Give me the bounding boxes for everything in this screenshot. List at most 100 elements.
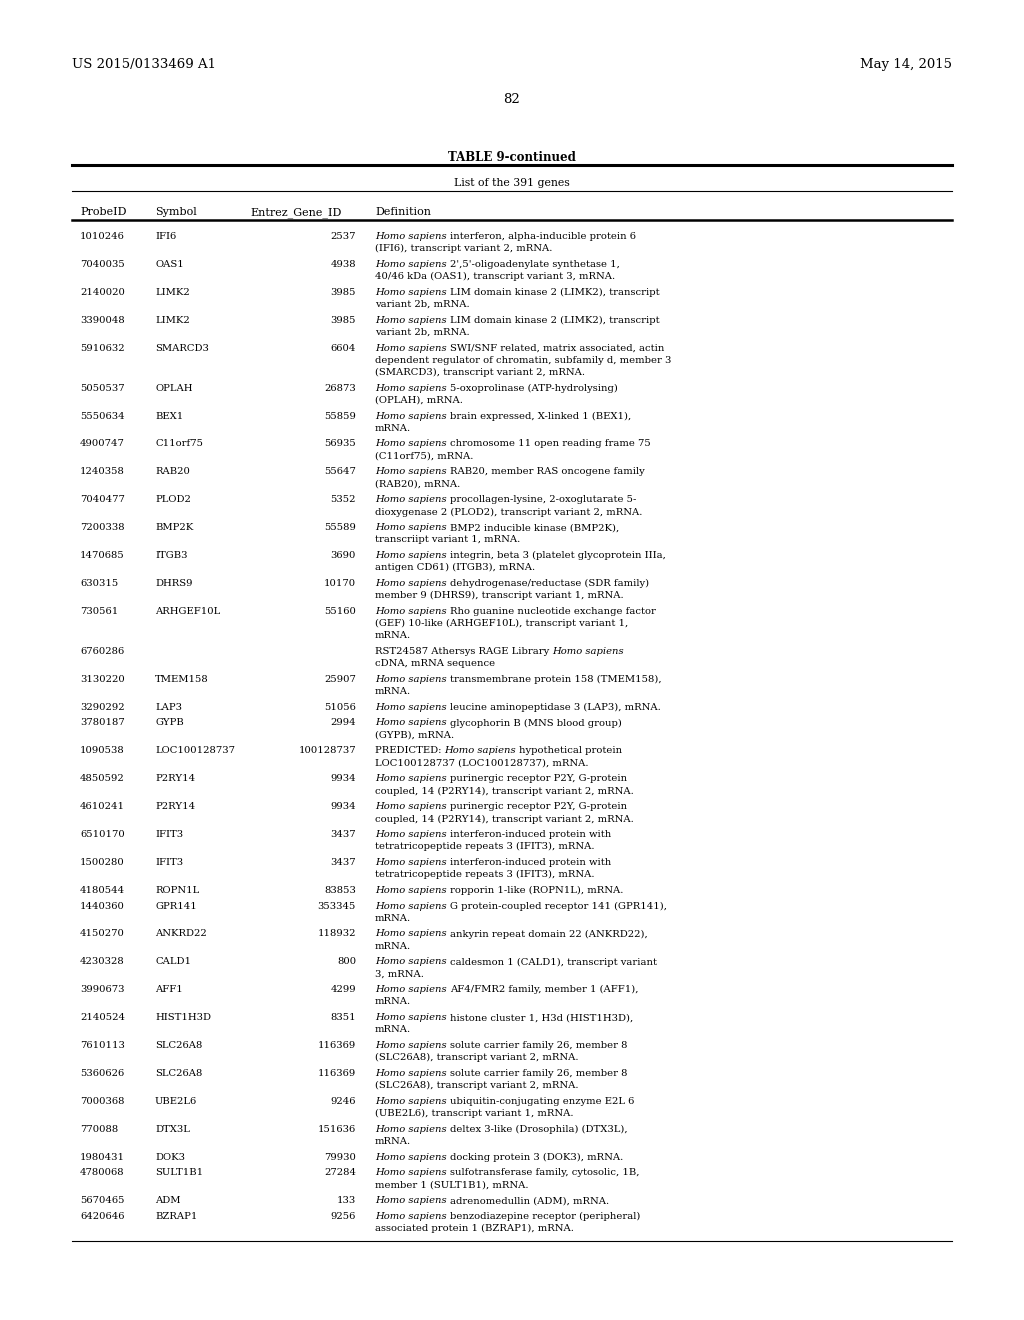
- Text: TMEM158: TMEM158: [155, 675, 209, 684]
- Text: 630315: 630315: [80, 579, 118, 587]
- Text: ADM: ADM: [155, 1196, 180, 1205]
- Text: 2537: 2537: [331, 232, 356, 242]
- Text: 7000368: 7000368: [80, 1097, 125, 1106]
- Text: transcriipt variant 1, mRNA.: transcriipt variant 1, mRNA.: [375, 536, 520, 544]
- Text: 27284: 27284: [324, 1168, 356, 1177]
- Text: 3130220: 3130220: [80, 675, 125, 684]
- Text: mRNA.: mRNA.: [375, 1026, 411, 1035]
- Text: SULT1B1: SULT1B1: [155, 1168, 203, 1177]
- Text: 55160: 55160: [325, 607, 356, 616]
- Text: BMP2 inducible kinase (BMP2K),: BMP2 inducible kinase (BMP2K),: [450, 523, 618, 532]
- Text: DHRS9: DHRS9: [155, 579, 193, 587]
- Text: 8351: 8351: [331, 1014, 356, 1022]
- Text: IFI6: IFI6: [155, 232, 176, 242]
- Text: integrin, beta 3 (platelet glycoprotein IIIa,: integrin, beta 3 (platelet glycoprotein …: [450, 550, 666, 560]
- Text: Homo sapiens: Homo sapiens: [375, 803, 450, 812]
- Text: 3290292: 3290292: [80, 702, 125, 711]
- Text: interferon-induced protein with: interferon-induced protein with: [450, 830, 611, 840]
- Text: (IFI6), transcript variant 2, mRNA.: (IFI6), transcript variant 2, mRNA.: [375, 244, 552, 253]
- Text: hypothetical protein: hypothetical protein: [519, 746, 623, 755]
- Text: 7610113: 7610113: [80, 1041, 125, 1051]
- Text: 7040477: 7040477: [80, 495, 125, 504]
- Text: RAB20, member RAS oncogene family: RAB20, member RAS oncogene family: [450, 467, 644, 477]
- Text: tetratricopeptide repeats 3 (IFIT3), mRNA.: tetratricopeptide repeats 3 (IFIT3), mRN…: [375, 870, 595, 879]
- Text: 7040035: 7040035: [80, 260, 125, 269]
- Text: (GEF) 10-like (ARHGEF10L), transcript variant 1,: (GEF) 10-like (ARHGEF10L), transcript va…: [375, 619, 629, 628]
- Text: 9934: 9934: [331, 803, 356, 812]
- Text: 800: 800: [337, 957, 356, 966]
- Text: mRNA.: mRNA.: [375, 631, 411, 640]
- Text: cDNA, mRNA sequence: cDNA, mRNA sequence: [375, 659, 496, 668]
- Text: 3990673: 3990673: [80, 985, 125, 994]
- Text: 3985: 3985: [331, 315, 356, 325]
- Text: 1500280: 1500280: [80, 858, 125, 867]
- Text: P2RY14: P2RY14: [155, 775, 196, 783]
- Text: docking protein 3 (DOK3), mRNA.: docking protein 3 (DOK3), mRNA.: [450, 1152, 623, 1162]
- Text: 353345: 353345: [317, 902, 356, 911]
- Text: 2',5'-oligoadenylate synthetase 1,: 2',5'-oligoadenylate synthetase 1,: [450, 260, 620, 269]
- Text: 6420646: 6420646: [80, 1212, 125, 1221]
- Text: ProbeID: ProbeID: [80, 207, 127, 216]
- Text: GPR141: GPR141: [155, 902, 197, 911]
- Text: Homo sapiens: Homo sapiens: [552, 647, 624, 656]
- Text: Homo sapiens: Homo sapiens: [375, 886, 450, 895]
- Text: (OPLAH), mRNA.: (OPLAH), mRNA.: [375, 396, 463, 405]
- Text: 1980431: 1980431: [80, 1152, 125, 1162]
- Text: LIM domain kinase 2 (LIMK2), transcript: LIM domain kinase 2 (LIMK2), transcript: [450, 288, 659, 297]
- Text: 6760286: 6760286: [80, 647, 124, 656]
- Text: 116369: 116369: [317, 1041, 356, 1051]
- Text: caldesmon 1 (CALD1), transcript variant: caldesmon 1 (CALD1), transcript variant: [450, 957, 656, 966]
- Text: OPLAH: OPLAH: [155, 384, 193, 393]
- Text: 730561: 730561: [80, 607, 118, 616]
- Text: purinergic receptor P2Y, G-protein: purinergic receptor P2Y, G-protein: [450, 803, 627, 812]
- Text: Homo sapiens: Homo sapiens: [375, 1069, 450, 1078]
- Text: 4230328: 4230328: [80, 957, 125, 966]
- Text: 100128737: 100128737: [298, 746, 356, 755]
- Text: Homo sapiens: Homo sapiens: [375, 495, 450, 504]
- Text: US 2015/0133469 A1: US 2015/0133469 A1: [72, 58, 216, 71]
- Text: BMP2K: BMP2K: [155, 523, 194, 532]
- Text: BEX1: BEX1: [155, 412, 183, 421]
- Text: 3437: 3437: [331, 858, 356, 867]
- Text: 55647: 55647: [325, 467, 356, 477]
- Text: Homo sapiens: Homo sapiens: [375, 288, 450, 297]
- Text: mRNA.: mRNA.: [375, 913, 411, 923]
- Text: 55589: 55589: [325, 523, 356, 532]
- Text: DTX3L: DTX3L: [155, 1125, 189, 1134]
- Text: LOC100128737 (LOC100128737), mRNA.: LOC100128737 (LOC100128737), mRNA.: [375, 759, 589, 768]
- Text: 5670465: 5670465: [80, 1196, 125, 1205]
- Text: LOC100128737: LOC100128737: [155, 746, 234, 755]
- Text: Homo sapiens: Homo sapiens: [375, 957, 450, 966]
- Text: 9934: 9934: [331, 775, 356, 783]
- Text: associated protein 1 (BZRAP1), mRNA.: associated protein 1 (BZRAP1), mRNA.: [375, 1224, 573, 1233]
- Text: CALD1: CALD1: [155, 957, 191, 966]
- Text: Homo sapiens: Homo sapiens: [375, 1212, 450, 1221]
- Text: Homo sapiens: Homo sapiens: [375, 1125, 450, 1134]
- Text: SMARCD3: SMARCD3: [155, 343, 209, 352]
- Text: 5352: 5352: [331, 495, 356, 504]
- Text: (SLC26A8), transcript variant 2, mRNA.: (SLC26A8), transcript variant 2, mRNA.: [375, 1053, 579, 1063]
- Text: Homo sapiens: Homo sapiens: [375, 232, 450, 242]
- Text: variant 2b, mRNA.: variant 2b, mRNA.: [375, 327, 470, 337]
- Text: adrenomedullin (ADM), mRNA.: adrenomedullin (ADM), mRNA.: [450, 1196, 609, 1205]
- Text: benzodiazepine receptor (peripheral): benzodiazepine receptor (peripheral): [450, 1212, 640, 1221]
- Text: brain expressed, X-linked 1 (BEX1),: brain expressed, X-linked 1 (BEX1),: [450, 412, 631, 421]
- Text: 118932: 118932: [317, 929, 356, 939]
- Text: transmembrane protein 158 (TMEM158),: transmembrane protein 158 (TMEM158),: [450, 675, 662, 684]
- Text: ARHGEF10L: ARHGEF10L: [155, 607, 220, 616]
- Text: Homo sapiens: Homo sapiens: [375, 607, 450, 616]
- Text: interferon-induced protein with: interferon-induced protein with: [450, 858, 611, 867]
- Text: 10170: 10170: [324, 579, 356, 587]
- Text: Homo sapiens: Homo sapiens: [375, 1014, 450, 1022]
- Text: 4150270: 4150270: [80, 929, 125, 939]
- Text: 3985: 3985: [331, 288, 356, 297]
- Text: Homo sapiens: Homo sapiens: [375, 579, 450, 587]
- Text: ubiquitin-conjugating enzyme E2L 6: ubiquitin-conjugating enzyme E2L 6: [450, 1097, 634, 1106]
- Text: mRNA.: mRNA.: [375, 688, 411, 696]
- Text: Homo sapiens: Homo sapiens: [375, 315, 450, 325]
- Text: (SMARCD3), transcript variant 2, mRNA.: (SMARCD3), transcript variant 2, mRNA.: [375, 368, 585, 378]
- Text: 56935: 56935: [325, 440, 356, 449]
- Text: Definition: Definition: [375, 207, 431, 216]
- Text: ROPN1L: ROPN1L: [155, 886, 200, 895]
- Text: antigen CD61) (ITGB3), mRNA.: antigen CD61) (ITGB3), mRNA.: [375, 564, 536, 573]
